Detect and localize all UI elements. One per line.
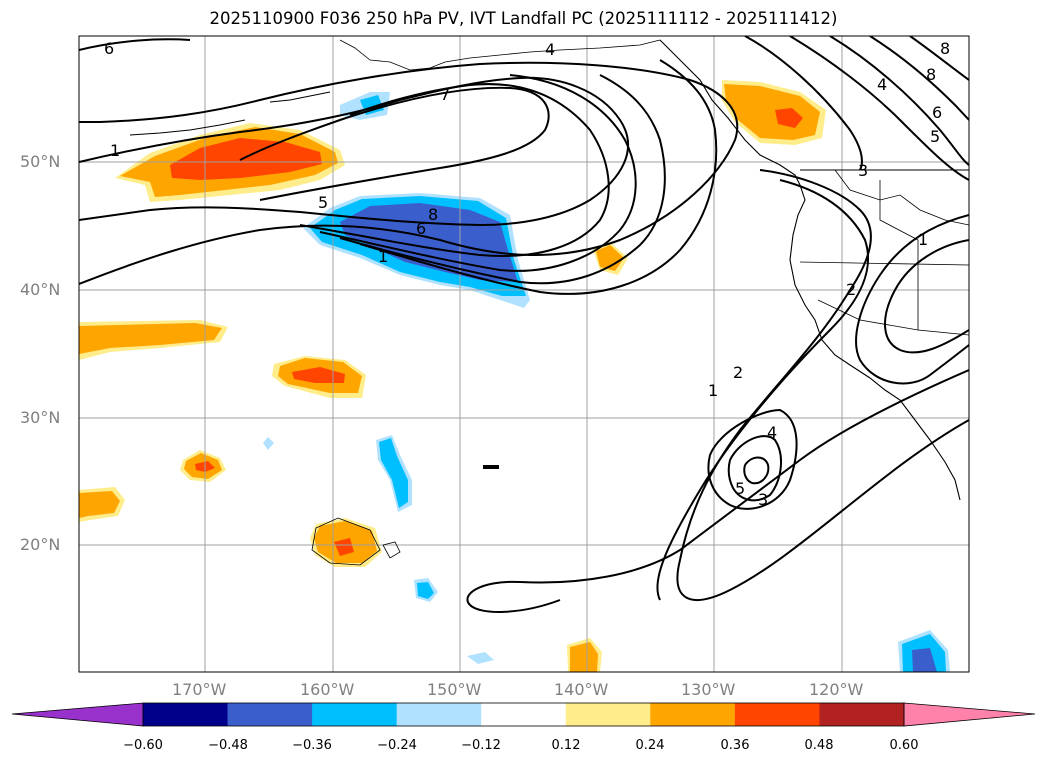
contour-label-2: 2 bbox=[846, 280, 856, 299]
lat-label-30n: 30°N bbox=[20, 408, 61, 427]
colorbar-extend-min bbox=[11, 702, 144, 727]
lon-label-150w: 150°W bbox=[427, 680, 482, 699]
colorbar-segment bbox=[734, 703, 820, 726]
contour-label-4b: 4 bbox=[877, 75, 887, 94]
pv-negative-anomalies bbox=[263, 92, 950, 672]
colorbar-segment bbox=[650, 703, 736, 726]
contour-label-1d: 1 bbox=[708, 381, 718, 400]
colorbar-segment bbox=[143, 703, 229, 726]
contour-label-6: 6 bbox=[104, 39, 114, 58]
contour-label-4: 4 bbox=[545, 40, 555, 59]
colorbar-segment bbox=[565, 703, 651, 726]
contour-label-5b: 5 bbox=[930, 127, 940, 146]
colorbar-tick: −0.48 bbox=[208, 738, 248, 753]
map-title: 2025110900 F036 250 hPa PV, IVT Landfall… bbox=[209, 9, 838, 28]
graticule bbox=[79, 36, 969, 672]
lon-label-120w: 120°W bbox=[809, 680, 864, 699]
coastlines bbox=[129, 39, 969, 566]
colorbar-tick: −0.60 bbox=[123, 738, 163, 753]
lat-label-40n: 40°N bbox=[20, 280, 61, 299]
contour-label-4c: 4 bbox=[767, 423, 777, 442]
contour-label-5c: 5 bbox=[735, 479, 745, 498]
contour-label-5: 5 bbox=[318, 193, 328, 212]
colorbar-tick: −0.36 bbox=[292, 738, 332, 753]
contour-label-1b: 1 bbox=[378, 247, 388, 266]
contour-label-2b: 2 bbox=[733, 363, 743, 382]
lon-label-170w: 170°W bbox=[172, 680, 227, 699]
colorbar-tick: −0.12 bbox=[461, 738, 501, 753]
contour-label-8: 8 bbox=[428, 205, 438, 224]
colorbar-segments bbox=[143, 703, 905, 726]
contour-label-1c: 1 bbox=[918, 230, 928, 249]
contour-label-8c: 8 bbox=[926, 65, 936, 84]
colorbar-tick: −0.24 bbox=[377, 738, 417, 753]
contour-label-3: 3 bbox=[858, 161, 868, 180]
colorbar-extend-max bbox=[903, 702, 1036, 727]
colorbar-segment bbox=[312, 703, 398, 726]
pv-contours bbox=[79, 36, 969, 613]
colorbar-segment bbox=[396, 703, 482, 726]
lon-label-130w: 130°W bbox=[681, 680, 736, 699]
contour-label-6b: 6 bbox=[416, 219, 426, 238]
colorbar-segment bbox=[227, 703, 313, 726]
contour-label-7: 7 bbox=[440, 85, 450, 104]
lat-label-50n: 50°N bbox=[20, 152, 61, 171]
colorbar-tick: 0.24 bbox=[635, 738, 665, 753]
lon-label-160w: 160°W bbox=[300, 680, 355, 699]
colorbar-segment bbox=[481, 703, 567, 726]
contour-label-8b: 8 bbox=[940, 39, 950, 58]
contour-label-3b: 3 bbox=[758, 490, 768, 509]
colorbar-tick: 0.60 bbox=[889, 738, 919, 753]
lon-label-140w: 140°W bbox=[554, 680, 609, 699]
colorbar-segment bbox=[819, 703, 905, 726]
colorbar-tick: 0.36 bbox=[720, 738, 750, 753]
contour-label-1: 1 bbox=[110, 141, 120, 160]
colorbar bbox=[11, 702, 1036, 727]
colorbar-tick: 0.48 bbox=[804, 738, 834, 753]
lat-label-20n: 20°N bbox=[20, 535, 61, 554]
contour-label-6c: 6 bbox=[932, 103, 942, 122]
pv-positive-anomalies bbox=[79, 80, 826, 672]
contour-labels: 6 1 4 7 5 8 6 1 8 8 4 6 5 3 1 2 2 1 4 5 … bbox=[104, 39, 950, 509]
colorbar-tick: 0.12 bbox=[551, 738, 581, 753]
map-frame bbox=[78, 35, 970, 673]
